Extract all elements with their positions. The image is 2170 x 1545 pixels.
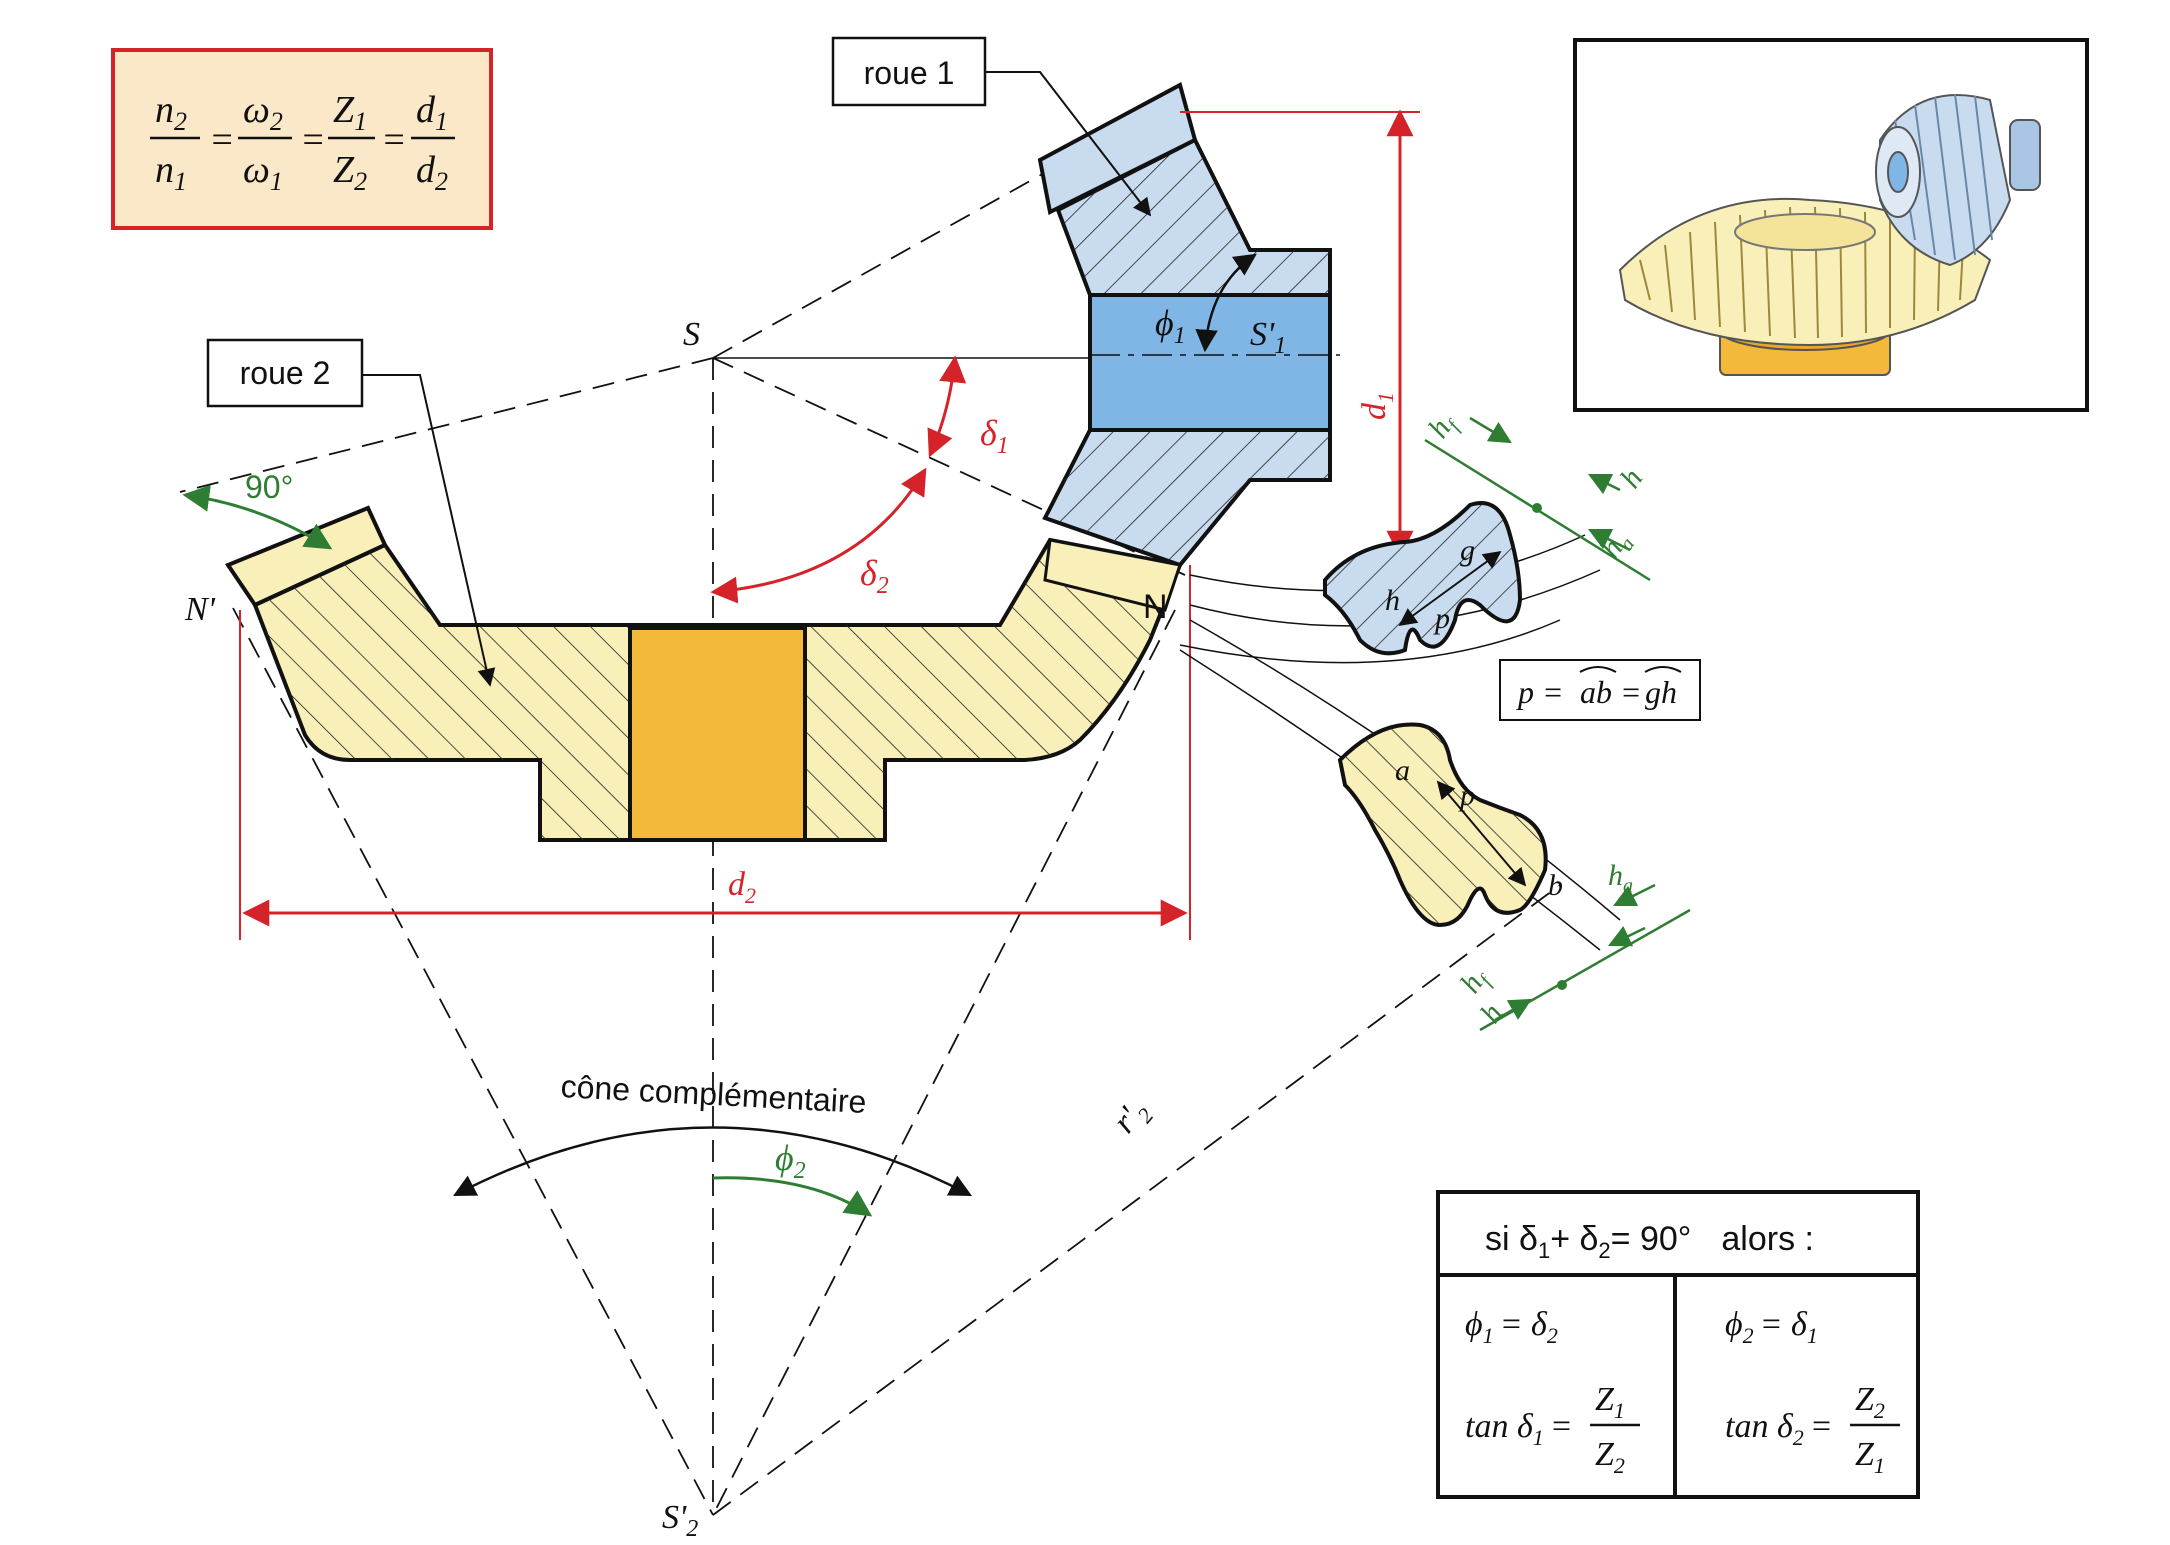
point-S2-prime: S'2 [662,1499,698,1542]
gear-illustration [1573,38,2089,412]
label-r2-prime: r'2 [1106,1092,1158,1143]
formula-Z2: Z2 [333,149,367,196]
svg-text:p: p [1458,779,1475,812]
wheel-2-section [224,505,1183,842]
table-right-num: Z2 [1855,1381,1885,1423]
svg-text:=: = [1620,674,1642,710]
table-right-den: Z1 [1855,1436,1885,1478]
table-right-phi: ϕ2 = δ1 [1725,1306,1818,1348]
svg-text:ab: ab [1580,674,1612,710]
label-roue-2: roue 2 [206,338,364,408]
svg-text:p =: p = [1516,674,1564,710]
table-right-tan: tan δ2 = [1725,1408,1833,1450]
formula-n2: n2 [155,89,187,136]
formula-eq-2: = [300,119,326,161]
svg-text:p: p [1433,602,1450,635]
svg-text:gh: gh [1645,674,1677,710]
formula-d2: d2 [416,149,448,196]
formula-Z1: Z1 [333,89,367,136]
svg-text:δ1: δ1 [980,413,1009,459]
svg-text:ϕ1: ϕ1 [1155,303,1186,349]
dimension-d1: d1 [1180,109,1420,558]
table-left-den: Z2 [1595,1436,1625,1478]
dimension-d2: d2 [239,565,1191,940]
point-N-prime: N' [184,591,216,628]
svg-text:ha: ha [1608,859,1633,897]
svg-text:d1: d1 [1356,392,1398,420]
point-S: S [683,316,700,353]
formula-omega2: ω2 [243,89,283,136]
svg-text:a: a [1395,754,1410,787]
label-roue-1: roue 1 [831,36,987,107]
svg-text:roue 1: roue 1 [864,55,955,91]
tooth-height-lower: ha hf h [1454,859,1691,1032]
svg-text:b: b [1548,869,1563,902]
svg-text:ha: ha [1594,525,1639,567]
svg-text:g: g [1460,534,1475,567]
table-left-num: Z1 [1595,1381,1625,1423]
wheel-1-section [1037,82,1340,568]
formula-d1: d1 [416,89,448,136]
svg-text:h: h [1385,584,1400,617]
tooth-wheel-1: g h p [1323,501,1523,656]
svg-text:ϕ2: ϕ2 [775,1138,806,1184]
table-left-phi: ϕ1 = δ2 [1465,1306,1558,1348]
svg-text:roue 2: roue 2 [240,355,331,391]
point-N: N [1143,588,1168,626]
condition-table: si δ1+ δ2= 90° alors : ϕ1 = δ2 tan δ1 = Z1 … [1436,1190,1920,1499]
svg-text:90°: 90° [245,469,293,505]
formula-eq-1: = [209,119,235,161]
formula-omega1: ω1 [243,149,283,196]
formula-n1: n1 [155,149,187,196]
right-angle-indicator: 90° [182,469,333,550]
svg-text:d2: d2 [728,866,756,908]
leader-lines [362,71,1152,687]
svg-text:δ2: δ2 [860,553,889,599]
tooth-wheel-2: a p b [1337,722,1563,928]
construction-lines [179,99,1561,1516]
table-header: si δ1+ δ2= 90° alors : [1485,1220,1814,1263]
phi1-angle: ϕ1 [1155,253,1257,353]
svg-text:hf: hf [1454,961,1498,1002]
ratio-formula-box: n2 n1 = ω2 ω1 = Z1 Z2 = d1 d2 [111,48,493,230]
pitch-formula-box: p = ab = gh [1499,659,1701,721]
formula-eq-3: = [381,119,407,161]
delta-angles: δ1 δ2 [710,355,1009,604]
table-left-tan: tan δ1 = [1465,1408,1573,1450]
